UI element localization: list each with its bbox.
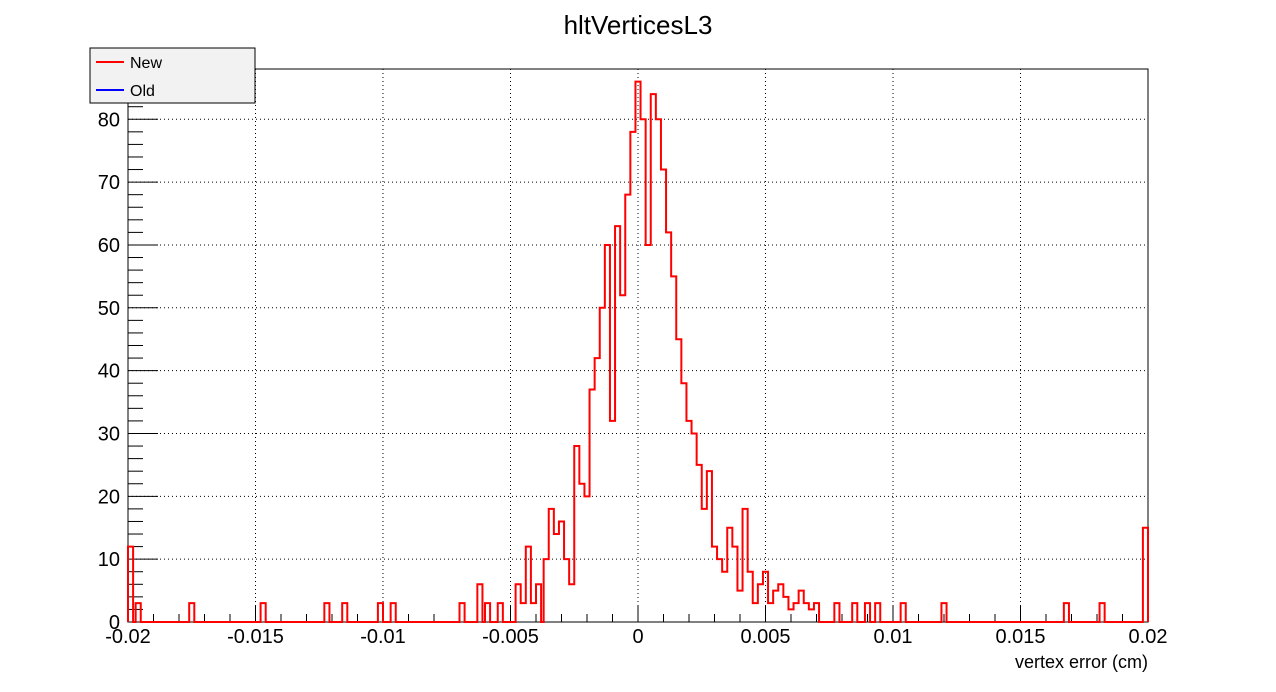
- x-tick-label: -0.01: [360, 626, 406, 648]
- y-tick-label: 40: [98, 361, 120, 383]
- x-tick-label: 0: [632, 626, 643, 648]
- y-tick-label: 50: [98, 298, 120, 320]
- y-tick-label: 30: [98, 423, 120, 445]
- x-tick-label: -0.005: [482, 626, 539, 648]
- plot-frame: [127, 68, 1149, 623]
- chart-title: hltVerticesL3: [564, 10, 713, 40]
- axis-ticks: [127, 68, 1149, 623]
- series-layer: [127, 80, 1149, 623]
- x-axis-title: vertex error (cm): [1015, 652, 1148, 672]
- y-tick-label: 70: [98, 172, 120, 194]
- legend: New Old: [89, 47, 256, 104]
- y-tick-label: 10: [98, 549, 120, 571]
- x-tick-label: 0.02: [1129, 626, 1168, 648]
- x-tick-label: 0.015: [995, 626, 1045, 648]
- grid-lines: [128, 69, 1148, 622]
- y-tick-label: 60: [98, 235, 120, 257]
- y-tick-label: 80: [98, 109, 120, 131]
- x-tick-label: -0.02: [105, 626, 151, 648]
- legend-box: [89, 47, 256, 104]
- x-tick-label: 0.005: [740, 626, 790, 648]
- series-new-line: [127, 80, 1149, 623]
- y-tick-label: 20: [98, 486, 120, 508]
- x-tick-label: 0.01: [874, 626, 913, 648]
- x-tick-label: -0.015: [227, 626, 284, 648]
- legend-label-new: New: [130, 55, 162, 72]
- tick-labels: -0.02 -0.015 -0.01 -0.005 0 0.005 0.01 0.015 0.0…: [98, 109, 1168, 648]
- legend-label-old: Old: [130, 83, 155, 100]
- y-tick-label: 0: [109, 612, 120, 634]
